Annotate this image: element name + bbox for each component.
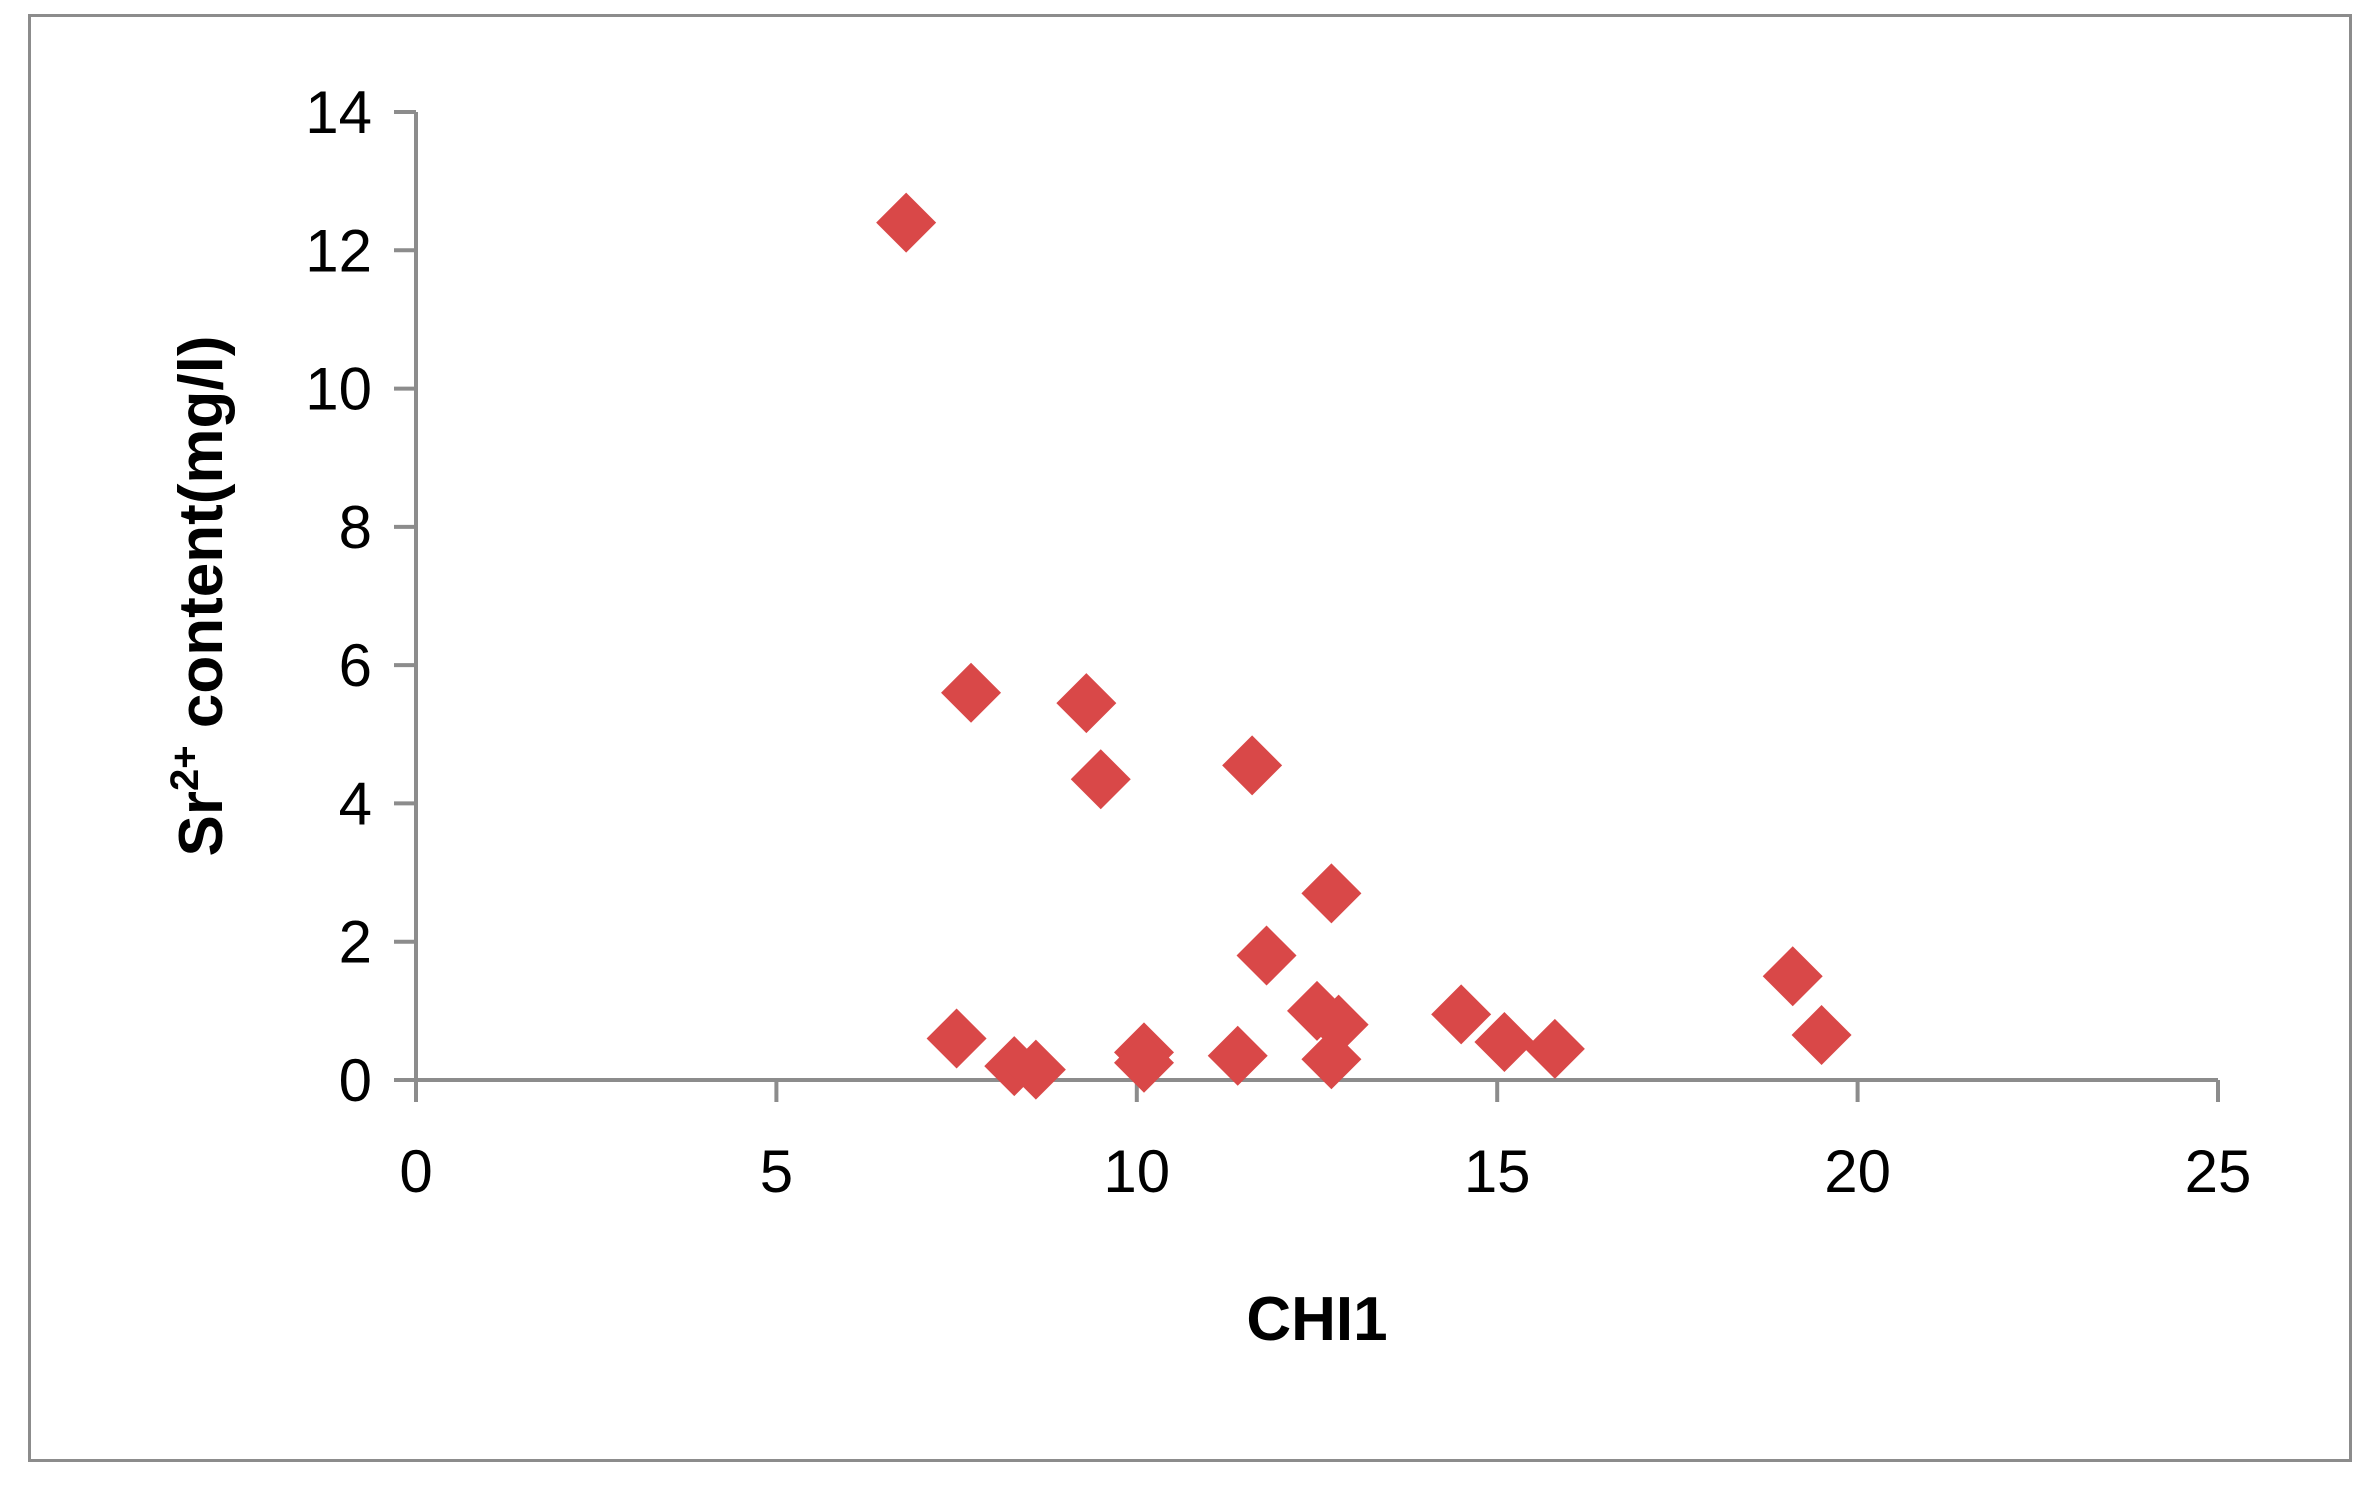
y-tick-label: 2 — [339, 909, 372, 976]
data-point — [1474, 1011, 1535, 1072]
data-point — [1070, 749, 1131, 810]
data-point — [1287, 980, 1347, 1041]
x-axis-title: CHI1 — [1246, 1285, 1387, 1354]
data-point — [1301, 1029, 1362, 1090]
y-tick-label: 14 — [305, 79, 372, 146]
x-tick-label: 10 — [1103, 1138, 1170, 1205]
data-point — [941, 662, 1002, 723]
x-tick-label: 15 — [1464, 1138, 1531, 1205]
y-tick-label: 6 — [339, 632, 372, 699]
data-point — [1762, 946, 1823, 1007]
y-axis-title-superscript: 2+ — [163, 745, 207, 791]
y-axis-title-main: Sr — [167, 791, 236, 856]
y-tick-label: 12 — [305, 217, 372, 284]
data-point — [1524, 1018, 1585, 1079]
data-point — [1301, 863, 1362, 924]
data-point — [1005, 1039, 1066, 1100]
data-point — [1207, 1025, 1268, 1086]
x-tick-label: 25 — [2185, 1138, 2252, 1205]
data-point — [876, 192, 937, 253]
data-point — [1791, 1005, 1852, 1066]
data-point — [1236, 925, 1297, 986]
data-point — [1431, 984, 1492, 1045]
y-axis-title-rest: content(mg/l) — [167, 336, 236, 746]
y-axis-title: Sr2+ content(mg/l) — [163, 336, 236, 857]
data-point — [1114, 1032, 1175, 1093]
y-tick-label: 0 — [339, 1047, 372, 1114]
x-axis-ticks: 0 5 10 15 20 25 — [399, 1080, 2251, 1205]
y-axis-ticks: 0 2 4 6 8 10 12 14 — [305, 79, 416, 1114]
y-tick-label: 4 — [339, 770, 372, 837]
y-tick-label: 10 — [305, 356, 372, 423]
x-tick-label: 0 — [399, 1138, 432, 1205]
data-points — [876, 192, 1852, 1100]
y-tick-label: 8 — [339, 494, 372, 561]
x-tick-label: 20 — [1824, 1138, 1891, 1205]
data-point — [1056, 673, 1117, 734]
data-point — [926, 1008, 987, 1069]
x-tick-label: 5 — [760, 1138, 793, 1205]
data-point — [1222, 735, 1283, 796]
